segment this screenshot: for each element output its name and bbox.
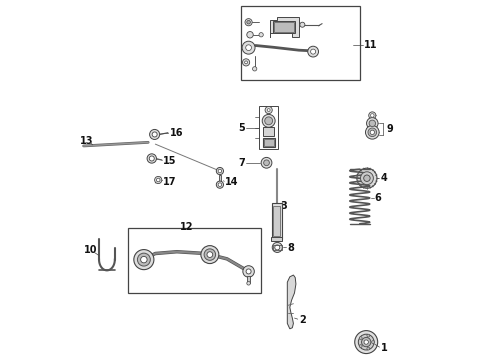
Circle shape — [246, 269, 251, 274]
Text: 16: 16 — [170, 129, 183, 138]
Bar — [271, 203, 282, 239]
Text: 11: 11 — [365, 40, 378, 50]
Circle shape — [261, 157, 272, 168]
Circle shape — [134, 249, 154, 270]
Circle shape — [245, 61, 247, 64]
Circle shape — [267, 109, 270, 112]
Circle shape — [245, 19, 252, 26]
Bar — [274, 22, 294, 32]
Circle shape — [362, 337, 371, 347]
Circle shape — [366, 126, 379, 139]
Circle shape — [247, 282, 250, 285]
Circle shape — [368, 112, 376, 119]
Bar — [263, 138, 275, 147]
Circle shape — [243, 266, 254, 277]
Polygon shape — [270, 17, 299, 37]
Circle shape — [137, 253, 150, 266]
Circle shape — [149, 156, 154, 161]
Circle shape — [364, 175, 370, 181]
Text: 12: 12 — [180, 222, 193, 231]
Circle shape — [368, 128, 377, 136]
Text: 13: 13 — [80, 136, 94, 145]
Bar — [271, 237, 282, 241]
Bar — [219, 175, 221, 182]
Circle shape — [367, 347, 370, 350]
Circle shape — [141, 256, 147, 263]
Bar — [247, 276, 250, 283]
Circle shape — [242, 41, 255, 54]
Circle shape — [371, 341, 374, 343]
Bar — [263, 127, 274, 136]
Circle shape — [357, 168, 377, 188]
Bar — [264, 139, 274, 146]
Circle shape — [243, 59, 250, 66]
Circle shape — [370, 114, 374, 117]
Text: 3: 3 — [281, 201, 288, 211]
Text: 15: 15 — [163, 156, 177, 166]
Bar — [128, 228, 261, 293]
Circle shape — [265, 107, 272, 114]
Circle shape — [359, 345, 362, 347]
Circle shape — [218, 183, 221, 186]
Bar — [273, 21, 295, 33]
Circle shape — [364, 340, 368, 344]
Circle shape — [262, 114, 275, 127]
Circle shape — [265, 117, 272, 125]
Text: 5: 5 — [238, 123, 245, 133]
Text: 14: 14 — [225, 177, 239, 187]
Circle shape — [147, 154, 156, 163]
Bar — [273, 245, 282, 249]
Circle shape — [370, 130, 374, 134]
Circle shape — [300, 22, 305, 27]
Circle shape — [207, 252, 213, 257]
Circle shape — [155, 176, 162, 184]
Circle shape — [247, 32, 253, 38]
Circle shape — [359, 337, 362, 339]
Circle shape — [152, 132, 157, 137]
Text: 2: 2 — [299, 315, 306, 325]
Text: 17: 17 — [163, 177, 177, 187]
Text: 6: 6 — [375, 193, 382, 203]
Circle shape — [369, 120, 375, 127]
Text: 4: 4 — [380, 173, 387, 183]
Circle shape — [247, 21, 250, 24]
Circle shape — [367, 334, 370, 337]
Text: 1: 1 — [381, 343, 387, 353]
Circle shape — [245, 45, 251, 50]
Circle shape — [358, 334, 374, 350]
Bar — [242, 6, 360, 80]
Polygon shape — [287, 275, 296, 329]
Circle shape — [216, 167, 223, 175]
Circle shape — [311, 49, 316, 54]
Circle shape — [259, 33, 263, 37]
Circle shape — [216, 181, 223, 188]
Circle shape — [308, 46, 319, 57]
Circle shape — [252, 67, 257, 71]
Circle shape — [367, 118, 378, 129]
Circle shape — [275, 245, 280, 250]
Circle shape — [218, 169, 221, 173]
Text: 10: 10 — [84, 245, 98, 255]
Text: 9: 9 — [387, 124, 393, 134]
Circle shape — [361, 172, 373, 185]
Circle shape — [204, 249, 216, 260]
Bar — [273, 206, 280, 237]
Circle shape — [355, 330, 378, 354]
Text: 7: 7 — [239, 158, 245, 168]
Circle shape — [264, 160, 270, 166]
Circle shape — [149, 130, 160, 139]
Circle shape — [156, 178, 160, 182]
Bar — [259, 107, 278, 149]
Text: 8: 8 — [287, 243, 294, 253]
Circle shape — [272, 242, 282, 252]
Circle shape — [201, 246, 219, 264]
